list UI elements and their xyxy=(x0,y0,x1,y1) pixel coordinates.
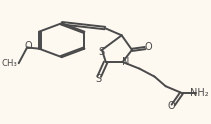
Text: O: O xyxy=(145,42,152,52)
Text: S: S xyxy=(99,47,105,57)
Text: O: O xyxy=(167,101,175,111)
Text: N: N xyxy=(122,57,130,66)
Text: S: S xyxy=(96,74,102,84)
Text: O: O xyxy=(24,42,32,51)
Text: NH₂: NH₂ xyxy=(191,88,209,98)
Text: CH₃: CH₃ xyxy=(1,59,17,68)
